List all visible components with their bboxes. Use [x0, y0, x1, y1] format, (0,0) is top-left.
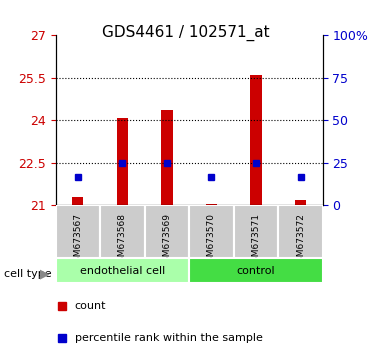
Bar — [117, 118, 128, 205]
Bar — [161, 110, 173, 205]
Text: GSM673571: GSM673571 — [252, 213, 260, 268]
FancyBboxPatch shape — [56, 258, 189, 283]
Text: control: control — [237, 266, 275, 276]
FancyBboxPatch shape — [278, 205, 323, 258]
Bar — [295, 200, 306, 205]
Text: GSM673568: GSM673568 — [118, 213, 127, 268]
Text: GSM673567: GSM673567 — [73, 213, 82, 268]
FancyBboxPatch shape — [100, 205, 145, 258]
Bar — [250, 75, 262, 205]
Text: GSM673570: GSM673570 — [207, 213, 216, 268]
FancyBboxPatch shape — [234, 205, 278, 258]
Text: GSM673572: GSM673572 — [296, 213, 305, 268]
Bar — [72, 197, 83, 205]
Text: percentile rank within the sample: percentile rank within the sample — [75, 333, 262, 343]
FancyBboxPatch shape — [189, 205, 234, 258]
FancyBboxPatch shape — [56, 205, 100, 258]
Text: endothelial cell: endothelial cell — [80, 266, 165, 276]
Text: cell type: cell type — [4, 269, 51, 279]
Text: ▶: ▶ — [40, 268, 50, 281]
Text: GSM673569: GSM673569 — [162, 213, 171, 268]
Bar — [206, 204, 217, 205]
FancyBboxPatch shape — [189, 258, 323, 283]
FancyBboxPatch shape — [145, 205, 189, 258]
Text: GDS4461 / 102571_at: GDS4461 / 102571_at — [102, 25, 269, 41]
Text: count: count — [75, 301, 106, 311]
